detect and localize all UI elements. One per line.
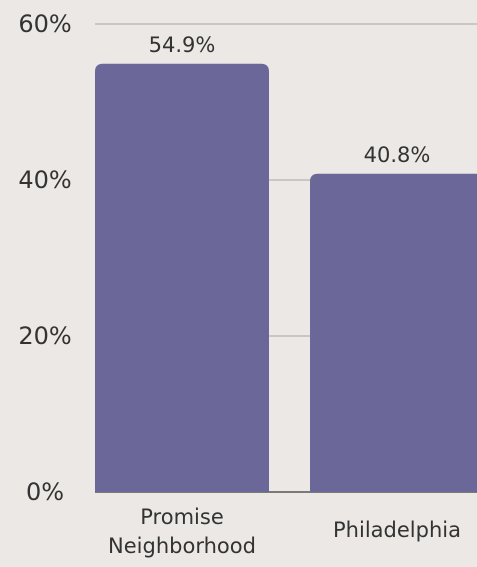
y-tick-label: 0% (26, 478, 64, 506)
data-label: 40.8% (364, 143, 431, 167)
x-axis-category-labels: Promise Neighborhood Philadelphia (108, 505, 461, 558)
x-category-label: Philadelphia (333, 518, 461, 542)
x-category-label: Promise Neighborhood (108, 505, 256, 558)
data-labels: 54.9% 40.8% (149, 33, 431, 167)
data-label: 54.9% (149, 33, 216, 57)
y-tick-label: 20% (18, 322, 71, 350)
y-axis-tick-labels: 0% 20% 40% 60% (18, 10, 71, 506)
bar (95, 63, 269, 492)
bar (310, 173, 477, 492)
y-tick-label: 40% (18, 166, 71, 194)
bars (95, 63, 477, 492)
y-tick-label: 60% (18, 10, 71, 38)
